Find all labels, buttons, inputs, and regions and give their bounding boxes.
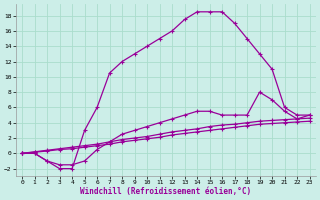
- X-axis label: Windchill (Refroidissement éolien,°C): Windchill (Refroidissement éolien,°C): [80, 187, 252, 196]
